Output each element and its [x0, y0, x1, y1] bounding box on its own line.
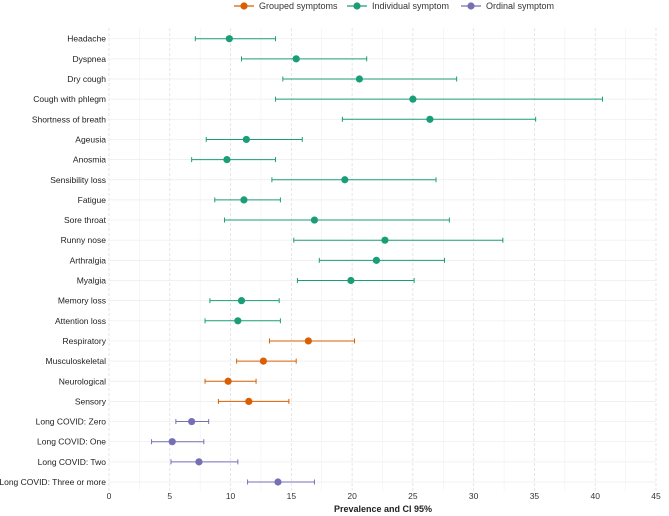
- x-tick-label: 25: [408, 491, 418, 501]
- legend: Grouped symptoms Individual symptom Ordi…: [234, 1, 554, 11]
- ci-row: [296, 276, 415, 285]
- x-tick-label: 20: [347, 491, 357, 501]
- point-estimate: [224, 377, 232, 385]
- category-label: Long COVID: Zero: [36, 417, 107, 427]
- ci-row: [175, 417, 210, 426]
- category-label: Arthralgia: [70, 255, 107, 265]
- ci-row: [217, 397, 290, 405]
- category-label: Ageusia: [75, 134, 106, 144]
- point-estimate: [426, 115, 434, 123]
- point-estimate: [409, 95, 417, 103]
- point-estimate: [372, 256, 381, 264]
- ci-row: [151, 438, 205, 446]
- ci-row: [341, 115, 537, 123]
- point-estimate: [274, 478, 282, 486]
- x-axis-title: Prevalence and CI 95%: [334, 504, 432, 514]
- category-label: Shortness of breath: [32, 114, 106, 124]
- point-estimate: [225, 35, 233, 43]
- x-tick-label: 0: [107, 491, 112, 501]
- ci-row: [271, 176, 437, 184]
- category-label: Long COVID: Two: [38, 457, 107, 467]
- x-tick-label: 35: [530, 491, 540, 501]
- x-tick-label: 15: [287, 491, 297, 501]
- category-label: Sensibility loss: [50, 175, 106, 185]
- point-estimate: [195, 458, 203, 466]
- ci-row: [223, 216, 450, 224]
- category-label: Dry cough: [67, 74, 106, 84]
- ci-row: [214, 196, 281, 204]
- point-estimate: [304, 337, 312, 345]
- category-label: Neurological: [59, 376, 106, 386]
- legend-dot-grouped: [240, 2, 248, 10]
- x-tick-label: 10: [226, 491, 236, 501]
- point-estimate: [188, 417, 196, 426]
- point-estimate: [341, 176, 349, 184]
- category-label: Sensory: [75, 396, 107, 406]
- point-estimate: [381, 236, 389, 244]
- category-label: Long COVID: One: [37, 437, 106, 447]
- category-label: Fatigue: [78, 195, 107, 205]
- ci-row: [275, 95, 604, 103]
- x-tick-label: 5: [167, 491, 172, 501]
- category-label: Runny nose: [61, 235, 107, 245]
- x-axis-ticks: 0 5 10 15 20 25 30 35 40 45: [107, 491, 661, 501]
- ci-row: [247, 478, 315, 486]
- data-marks: [151, 35, 604, 486]
- x-tick-label: 45: [651, 491, 661, 501]
- category-label: Anosmia: [73, 155, 106, 165]
- legend-label-ordinal: Ordinal symptom: [486, 1, 554, 11]
- ci-row: [240, 55, 368, 63]
- category-label: Cough with phlegm: [33, 94, 106, 104]
- point-estimate: [259, 357, 267, 365]
- ci-row: [191, 156, 277, 164]
- ci-row: [282, 75, 458, 83]
- ci-row: [194, 35, 277, 43]
- ci-row: [268, 337, 356, 345]
- category-label: Headache: [67, 34, 106, 44]
- legend-item-individual: Individual symptom: [347, 1, 449, 11]
- point-estimate: [223, 156, 231, 164]
- x-tick-label: 40: [590, 491, 600, 501]
- point-estimate: [292, 55, 300, 63]
- ci-row: [293, 236, 504, 244]
- ci-row: [204, 377, 257, 385]
- legend-dot-ordinal: [467, 2, 475, 10]
- point-estimate: [310, 216, 319, 224]
- ci-row: [209, 297, 280, 305]
- ci-row: [318, 256, 445, 264]
- category-label: Long COVID: Three or more: [0, 477, 106, 487]
- point-estimate: [237, 297, 246, 305]
- point-estimate: [240, 196, 248, 204]
- category-label: Respiratory: [63, 336, 107, 346]
- category-label: Myalgia: [77, 276, 107, 286]
- x-tick-label: 30: [469, 491, 479, 501]
- point-estimate: [347, 276, 355, 285]
- point-estimate: [245, 397, 253, 405]
- point-estimate: [234, 317, 242, 325]
- category-label: Memory loss: [58, 296, 106, 306]
- category-label: Musculoskeletal: [46, 356, 107, 366]
- category-labels: Headache Dyspnea Dry cough Cough with phleg…: [0, 34, 107, 487]
- ci-row: [236, 357, 297, 365]
- legend-item-ordinal: Ordinal symptom: [461, 1, 554, 11]
- point-estimate: [168, 438, 176, 446]
- legend-dot-individual: [353, 2, 361, 10]
- legend-label-grouped: Grouped symptoms: [259, 1, 338, 11]
- point-estimate: [242, 135, 250, 144]
- category-label: Sore throat: [64, 215, 107, 225]
- legend-label-individual: Individual symptom: [372, 1, 449, 11]
- point-estimate: [355, 75, 364, 83]
- category-label: Attention loss: [55, 316, 106, 326]
- category-label: Dyspnea: [72, 54, 106, 64]
- ci-row: [170, 458, 239, 466]
- legend-item-grouped: Grouped symptoms: [234, 1, 338, 11]
- ci-row: [205, 135, 303, 144]
- ci-row: [204, 317, 281, 325]
